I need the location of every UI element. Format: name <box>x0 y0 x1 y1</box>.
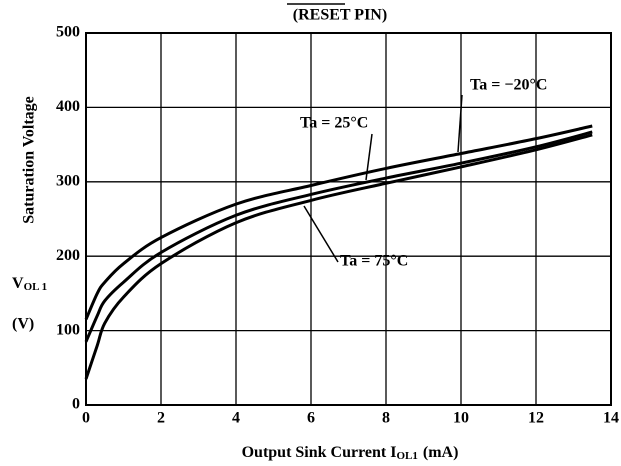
x-tick-label: 6 <box>307 410 315 427</box>
y-tick-label: 100 <box>56 321 80 338</box>
series-label: Ta = 25°C <box>300 115 368 132</box>
y-tick-label: 0 <box>72 396 80 413</box>
curve <box>84 124 593 321</box>
x-tick-label: 10 <box>453 410 469 427</box>
y-symbol-main: V <box>12 275 24 292</box>
y-symbol-sub: OL 1 <box>24 281 48 293</box>
y-tick-label: 400 <box>56 98 80 115</box>
y-unit: (V) <box>12 316 34 333</box>
x-tick-label: 0 <box>82 410 90 427</box>
x-tick-label: 14 <box>603 410 619 427</box>
plot-frame <box>85 32 612 406</box>
x-tick-label: 4 <box>232 410 240 427</box>
x-unit: (mA) <box>423 444 459 461</box>
y-tick-label: 200 <box>56 247 80 264</box>
chart-title: (RESET PIN) <box>293 7 387 24</box>
x-label-main: Output Sink Current I <box>242 444 397 461</box>
series-label: Ta = 75°C <box>340 253 408 270</box>
curve <box>84 130 593 343</box>
y-tick-label: 500 <box>56 24 80 41</box>
curve <box>84 133 593 380</box>
x-label-sub: OL1 <box>396 450 417 462</box>
x-tick-label: 8 <box>382 410 390 427</box>
x-axis-label: Output Sink Current IOL1 (mA) <box>242 444 459 462</box>
leader-line <box>365 133 373 181</box>
y-symbol: VOL 1 <box>12 275 47 293</box>
leader-line <box>303 205 339 263</box>
y-tick-label: 300 <box>56 172 80 189</box>
series-label: Ta = −20°C <box>470 77 547 94</box>
x-tick-label: 2 <box>157 410 165 427</box>
y-axis-label: Saturation Voltage <box>21 96 38 224</box>
x-tick-label: 12 <box>528 410 544 427</box>
leader-line <box>457 94 463 153</box>
